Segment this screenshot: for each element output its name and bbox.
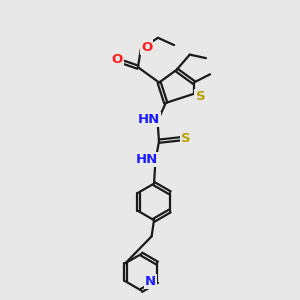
Text: S: S bbox=[181, 132, 191, 146]
Text: O: O bbox=[141, 41, 152, 54]
Text: N: N bbox=[145, 275, 156, 288]
Text: HN: HN bbox=[138, 113, 160, 126]
Text: HN: HN bbox=[136, 153, 158, 166]
Text: O: O bbox=[112, 53, 123, 66]
Text: S: S bbox=[196, 90, 205, 103]
